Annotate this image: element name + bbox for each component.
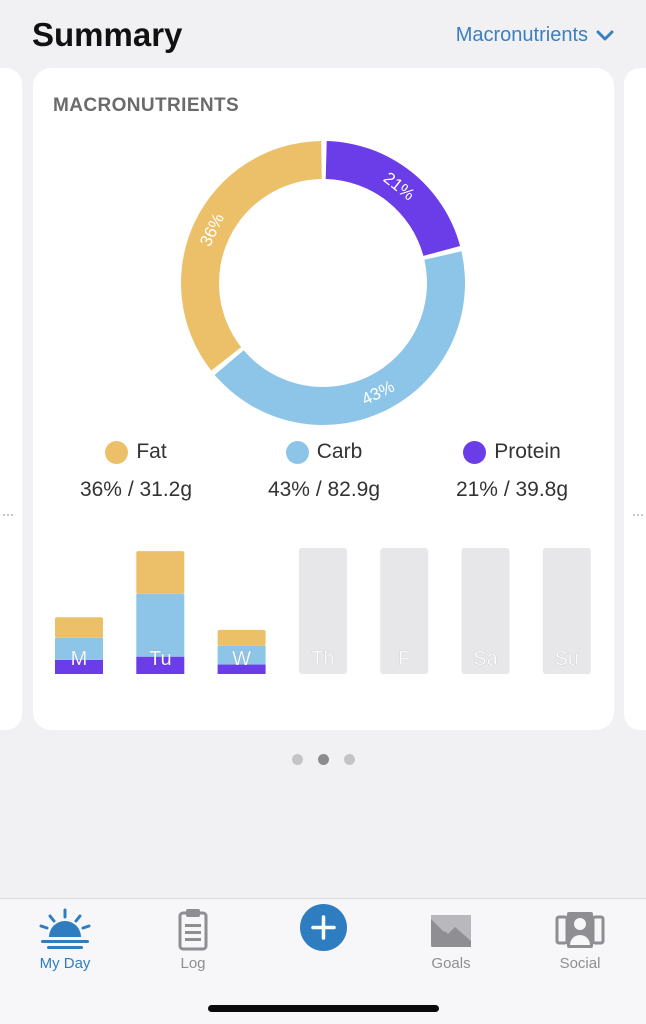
legend-value-fat: 36% / 31.2g bbox=[79, 478, 193, 501]
chevron-down-icon bbox=[596, 30, 614, 40]
legend-item-carb: Carb 43% / 82.9g bbox=[229, 436, 419, 502]
day-label-su: Su bbox=[555, 648, 579, 670]
legend-item-protein: Protein 21% / 39.8g bbox=[417, 436, 607, 502]
bar-segment-fat-tu bbox=[136, 551, 185, 594]
sunrise-icon bbox=[39, 908, 91, 949]
empty-bar-th bbox=[298, 548, 347, 674]
donut-slice-protein bbox=[325, 141, 461, 256]
drag-handle-right-icon bbox=[633, 514, 643, 516]
tab-log[interactable]: Log bbox=[138, 899, 248, 989]
day-bar-th[interactable]: Th bbox=[298, 548, 347, 674]
page-indicator[interactable] bbox=[0, 754, 646, 765]
day-label-m: M bbox=[71, 648, 88, 670]
home-indicator bbox=[208, 1005, 439, 1012]
day-bar-w[interactable]: W bbox=[217, 629, 266, 674]
drag-handle-left-icon bbox=[3, 514, 13, 516]
previous-card-peek[interactable] bbox=[0, 68, 22, 730]
people-icon bbox=[555, 912, 605, 948]
day-label-tu: Tu bbox=[149, 648, 172, 670]
bar-segment-protein-tu bbox=[136, 656, 185, 674]
fat-color-dot bbox=[105, 440, 129, 464]
tab-goals[interactable]: Goals bbox=[396, 899, 506, 989]
page-dot-2[interactable] bbox=[317, 754, 329, 765]
add-entry-button[interactable] bbox=[300, 904, 347, 951]
bar-segment-protein-m bbox=[55, 659, 103, 674]
bar-segment-fat-m bbox=[55, 617, 103, 638]
bar-segment-carb-m bbox=[55, 637, 103, 660]
legend-name-carb: Carb bbox=[316, 440, 363, 463]
carb-color-dot bbox=[285, 440, 309, 464]
weekly-macro-bar-chart: M Tu W Th F Sa Su bbox=[55, 548, 591, 674]
header: Summary Macronutrients bbox=[0, 0, 646, 64]
card-title: MACRONUTRIENTS bbox=[53, 95, 240, 116]
day-bar-sa[interactable]: Sa bbox=[461, 548, 510, 674]
legend-name-fat: Fat bbox=[136, 440, 167, 463]
next-card-peek[interactable] bbox=[624, 68, 646, 730]
donut-slice-fat bbox=[181, 141, 322, 371]
legend-value-carb: 43% / 82.9g bbox=[267, 478, 381, 501]
tab-label-social: Social bbox=[559, 955, 601, 972]
bar-segment-carb-w bbox=[217, 645, 266, 665]
day-label-th: Th bbox=[311, 648, 334, 670]
bar-segment-carb-tu bbox=[136, 593, 185, 657]
empty-bar-su bbox=[542, 548, 591, 674]
day-bar-su[interactable]: Su bbox=[542, 548, 591, 674]
clipboard-icon bbox=[178, 909, 208, 951]
legend-item-fat: Fat 36% / 31.2g bbox=[41, 436, 231, 502]
bar-segment-protein-w bbox=[217, 664, 266, 674]
tab-social[interactable]: Social bbox=[525, 899, 635, 989]
legend-name-protein: Protein bbox=[494, 440, 561, 463]
empty-bar-sa bbox=[461, 548, 510, 674]
day-bar-f[interactable]: F bbox=[380, 548, 429, 674]
empty-bar-f bbox=[380, 548, 429, 674]
macronutrients-card[interactable]: MACRONUTRIENTS 21% 43% 36% Fat 36% / 31.2g… bbox=[33, 68, 614, 730]
mountain-icon bbox=[431, 915, 471, 947]
plus-icon bbox=[311, 915, 336, 940]
day-bar-tu[interactable]: Tu bbox=[136, 551, 185, 674]
nutrient-selector[interactable]: Macronutrients bbox=[456, 24, 614, 47]
day-label-sa: Sa bbox=[473, 648, 498, 670]
day-bar-m[interactable]: M bbox=[55, 617, 103, 674]
protein-color-dot bbox=[463, 440, 487, 464]
donut-slice-carb bbox=[214, 251, 465, 425]
tab-label-log: Log bbox=[180, 955, 206, 972]
bar-segment-fat-w bbox=[217, 629, 266, 646]
macro-legend: Fat 36% / 31.2g Carb 43% / 82.9g Protein… bbox=[33, 436, 614, 506]
tab-label-goals: Goals bbox=[431, 955, 471, 972]
day-label-f: F bbox=[398, 648, 410, 670]
tab-label-my-day: My Day bbox=[39, 955, 91, 972]
page-title: Summary bbox=[32, 16, 183, 53]
nutrient-selector-label: Macronutrients bbox=[455, 24, 588, 46]
tab-my-day[interactable]: My Day bbox=[10, 899, 120, 989]
day-label-w: W bbox=[232, 648, 251, 670]
page-dot-1[interactable] bbox=[291, 754, 303, 765]
page-dot-3[interactable] bbox=[343, 754, 355, 765]
legend-value-protein: 21% / 39.8g bbox=[455, 478, 569, 501]
macronutrient-donut-chart: 21%43%36% bbox=[181, 141, 465, 425]
